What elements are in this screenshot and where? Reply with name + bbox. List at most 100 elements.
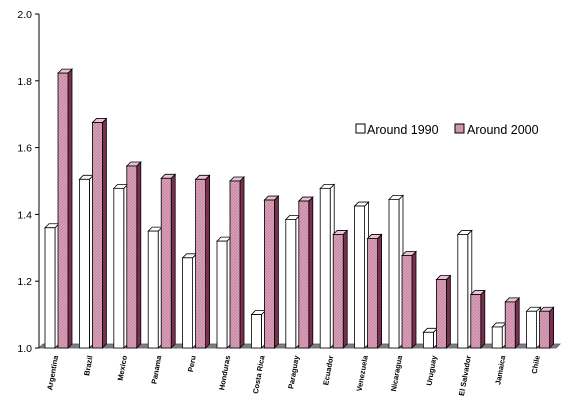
- bar-side-face: [170, 173, 176, 349]
- legend-swatch-around-2000: [454, 123, 465, 134]
- x-category-label: Honduras: [217, 355, 232, 391]
- y-tick-label: 1.4: [17, 209, 32, 221]
- x-category-label: Paraguay: [286, 354, 301, 390]
- bar-side-face: [67, 68, 73, 349]
- bar-front-face: [388, 198, 400, 349]
- bar-around-1990-nicaragua: [388, 194, 404, 349]
- y-tick-label: 1.2: [17, 276, 32, 288]
- bar-side-face: [205, 174, 211, 349]
- bar-side-face: [102, 117, 107, 349]
- x-category-label: Argentina: [45, 354, 60, 391]
- bar-around-2000-ecuador: [332, 229, 349, 349]
- bar-around-1990-panama: [147, 226, 164, 349]
- bar-side-face: [549, 306, 554, 349]
- bar-around-2000-panama: [160, 173, 177, 349]
- x-category-label: Venezuela: [355, 354, 370, 392]
- x-category-label: Chile: [530, 355, 542, 375]
- y-tick-label: 2.0: [17, 9, 32, 21]
- x-category-label: Nicaragua: [389, 354, 404, 392]
- bar-around-1990-peru: [181, 252, 198, 349]
- bar-around-1990-mexico: [112, 183, 129, 349]
- bar-front-face: [147, 230, 159, 349]
- legend-swatch-around-1990: [355, 123, 366, 134]
- bar-side-face: [480, 289, 486, 349]
- bar-side-face: [273, 195, 279, 349]
- bar-front-face: [526, 310, 537, 349]
- bar-front-face: [182, 257, 194, 349]
- bar-front-face: [504, 301, 516, 349]
- bar-around-2000-honduras: [229, 176, 245, 349]
- bar-around-1990-ecuador: [319, 183, 336, 349]
- x-category-label: Panama: [150, 354, 164, 385]
- bar-around-2000-jamaica: [504, 296, 521, 349]
- bar-around-2000-uruguay: [435, 274, 452, 349]
- bar-front-face: [250, 314, 262, 349]
- bar-front-face: [263, 199, 275, 349]
- bar-front-face: [126, 165, 138, 349]
- bar-front-face: [435, 279, 447, 349]
- y-tick-label: 1.8: [17, 76, 32, 88]
- bar-front-face: [113, 187, 125, 349]
- y-tick-label: 1.6: [17, 143, 32, 155]
- x-category-label: El Salvador: [457, 355, 473, 397]
- bar-front-face: [298, 200, 310, 349]
- legend-label-around-2000: Around 2000: [467, 123, 539, 137]
- bar-front-face: [332, 234, 344, 349]
- bar-front-face: [457, 234, 469, 349]
- bar-around-2000-venezuela: [366, 233, 383, 349]
- x-category-label: Jamaica: [493, 354, 507, 386]
- bar-front-face: [195, 178, 207, 349]
- bar-side-face: [136, 161, 142, 349]
- bar-around-1990-brazil: [78, 174, 95, 349]
- bar-around-2000-costa-rica: [263, 195, 280, 349]
- bar-side-face: [445, 274, 451, 349]
- bar-front-face: [92, 122, 103, 349]
- bar-around-1990-venezuela: [353, 201, 370, 349]
- bar-front-face: [539, 310, 550, 349]
- bar-front-face: [422, 331, 434, 349]
- y-tick-label: 1.0: [17, 343, 32, 355]
- bar-front-face: [319, 187, 331, 349]
- bar-side-face: [308, 196, 314, 349]
- bar-around-2000-el-salvador: [469, 289, 486, 349]
- bar-around-1990-honduras: [216, 236, 232, 349]
- x-category-label: Uruguay: [424, 354, 438, 386]
- bar-front-face: [401, 255, 413, 349]
- bar-front-face: [491, 326, 503, 349]
- bar-around-2000-brazil: [91, 117, 108, 349]
- x-category-label: Peru: [186, 354, 198, 372]
- bar-front-face: [44, 227, 56, 349]
- bar-around-1990-jamaica: [491, 321, 508, 349]
- bar-side-face: [411, 250, 417, 349]
- x-category-label: Mexico: [116, 354, 129, 381]
- legend-label-around-1990: Around 1990: [367, 123, 439, 137]
- x-category-label: Ecuador: [321, 355, 335, 386]
- bar-around-2000-paraguay: [297, 196, 314, 349]
- bar-around-1990-paraguay: [284, 214, 301, 349]
- bar-front-face: [229, 180, 241, 349]
- bar-around-1990-argentina: [44, 222, 60, 349]
- bar-side-face: [342, 229, 348, 349]
- bar-around-1990-costa-rica: [250, 309, 267, 349]
- bar-front-face: [216, 240, 228, 349]
- bar-front-face: [470, 294, 482, 349]
- bar-side-face: [239, 176, 245, 349]
- bar-front-face: [285, 219, 297, 349]
- bar-around-1990-el-salvador: [456, 229, 473, 349]
- bar-around-2000-nicaragua: [401, 250, 417, 349]
- bar-around-1990-uruguay: [422, 327, 439, 349]
- x-category-label: Costa Rica: [251, 354, 267, 395]
- bar-front-face: [160, 177, 172, 349]
- bar-front-face: [354, 205, 366, 349]
- bar-side-face: [514, 296, 520, 349]
- bar-around-2000-peru: [194, 174, 211, 349]
- bar-around-2000-argentina: [57, 68, 73, 349]
- bar-side-face: [377, 233, 383, 349]
- bar-around-2000-mexico: [125, 161, 142, 349]
- bar-front-face: [57, 72, 69, 349]
- bar-front-face: [367, 238, 379, 349]
- bar-around-1990-chile: [525, 306, 542, 349]
- bar-front-face: [79, 178, 90, 349]
